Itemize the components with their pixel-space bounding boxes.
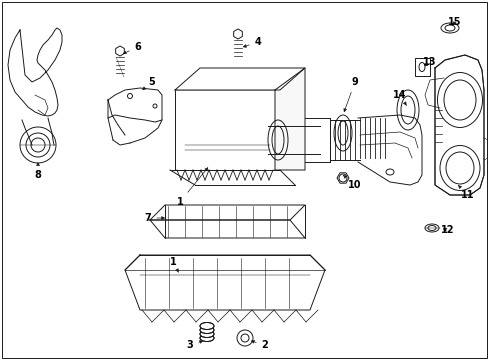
Bar xyxy=(414,58,429,76)
Polygon shape xyxy=(274,68,305,170)
Text: 4: 4 xyxy=(243,37,261,47)
Text: 13: 13 xyxy=(423,57,436,67)
Ellipse shape xyxy=(200,330,214,338)
Text: 14: 14 xyxy=(392,90,406,105)
Ellipse shape xyxy=(200,323,214,329)
Polygon shape xyxy=(175,68,305,90)
Ellipse shape xyxy=(200,327,214,333)
Text: 2: 2 xyxy=(251,340,268,350)
Text: 11: 11 xyxy=(457,185,474,200)
Text: 10: 10 xyxy=(343,175,361,190)
Text: 5: 5 xyxy=(142,77,155,90)
Text: 15: 15 xyxy=(447,17,461,27)
Text: 8: 8 xyxy=(35,163,41,180)
Text: 12: 12 xyxy=(440,225,454,235)
Text: 9: 9 xyxy=(343,77,358,112)
Text: 6: 6 xyxy=(123,42,141,54)
Text: 3: 3 xyxy=(186,340,202,350)
Polygon shape xyxy=(434,55,483,195)
Text: 1: 1 xyxy=(169,257,178,272)
Text: 7: 7 xyxy=(144,213,164,223)
Text: 1: 1 xyxy=(176,168,207,207)
Bar xyxy=(175,90,274,170)
Ellipse shape xyxy=(200,334,214,342)
